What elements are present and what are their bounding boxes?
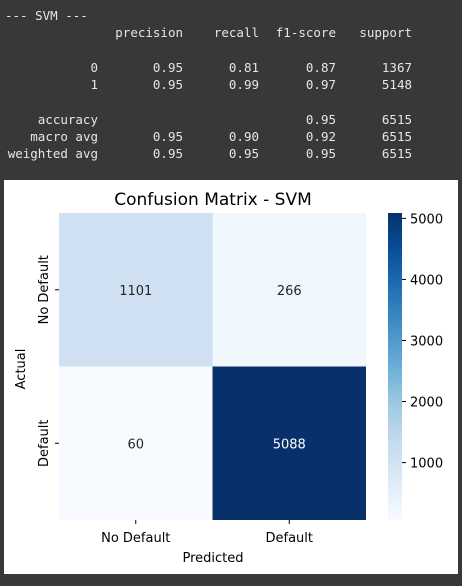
colorbar-tick-label: 1000 xyxy=(410,457,443,472)
confusion-matrix-figure: Confusion Matrix - SVM 1101 266 60 5088 No … xyxy=(4,180,458,574)
x-tick-label: Default xyxy=(266,531,314,546)
cell-precision: 0.95 xyxy=(152,60,183,75)
row-label: macro avg xyxy=(30,129,98,144)
cell-recall: 0.99 xyxy=(228,77,259,92)
cell-value-label: 266 xyxy=(277,284,302,299)
cell-f1: 0.95 xyxy=(305,146,336,161)
row-label: 1 xyxy=(90,77,98,92)
col-header-precision: precision xyxy=(115,25,183,40)
confusion-matrix-chart: Confusion Matrix - SVM 1101 266 60 5088 No … xyxy=(14,190,443,566)
heatmap-cell xyxy=(59,213,213,367)
cell-support: 1367 xyxy=(381,60,412,75)
cell-f1: 0.97 xyxy=(305,77,336,92)
row-label: weighted avg xyxy=(7,146,98,161)
x-axis-label: Predicted xyxy=(182,551,243,566)
cell-precision: 0.95 xyxy=(152,77,183,92)
cell-support: 6515 xyxy=(381,112,412,127)
colorbar-tick-label: 4000 xyxy=(410,273,443,288)
cell-f1: 0.95 xyxy=(305,112,336,127)
y-tick-label: No Default xyxy=(37,255,52,324)
cell-support: 6515 xyxy=(381,146,412,161)
col-header-recall: recall xyxy=(213,25,259,40)
classification-report: --- SVM --- precision recall f1-score su… xyxy=(0,0,462,180)
colorbar xyxy=(388,213,402,520)
heatmap-cell xyxy=(212,366,366,520)
cell-support: 5148 xyxy=(381,77,412,92)
cell-recall: 0.90 xyxy=(228,129,259,144)
cell-recall: 0.95 xyxy=(228,146,259,161)
heatmap-cell xyxy=(59,366,213,520)
cell-value-label: 5088 xyxy=(273,437,306,452)
col-header-f1: f1-score xyxy=(275,25,336,40)
cell-f1: 0.87 xyxy=(305,60,336,75)
report-header: --- SVM --- xyxy=(5,8,88,23)
y-tick-label: Default xyxy=(37,420,52,468)
cell-f1: 0.92 xyxy=(305,129,336,144)
heatmap-cell xyxy=(212,213,366,367)
row-label: accuracy xyxy=(37,112,98,127)
cell-precision: 0.95 xyxy=(152,146,183,161)
cell-recall: 0.81 xyxy=(228,60,259,75)
chart-title: Confusion Matrix - SVM xyxy=(114,190,312,210)
y-axis-label: Actual xyxy=(14,349,29,390)
cell-value-label: 60 xyxy=(127,437,144,452)
cell-support: 6515 xyxy=(381,129,412,144)
row-label: 0 xyxy=(90,60,98,75)
cell-precision: 0.95 xyxy=(152,129,183,144)
x-tick-label: No Default xyxy=(101,531,170,546)
cell-value-label: 1101 xyxy=(119,284,152,299)
col-header-support: support xyxy=(359,25,412,40)
colorbar-tick-label: 5000 xyxy=(410,212,443,227)
colorbar-tick-label: 2000 xyxy=(410,396,443,411)
colorbar-tick-label: 3000 xyxy=(410,334,443,349)
